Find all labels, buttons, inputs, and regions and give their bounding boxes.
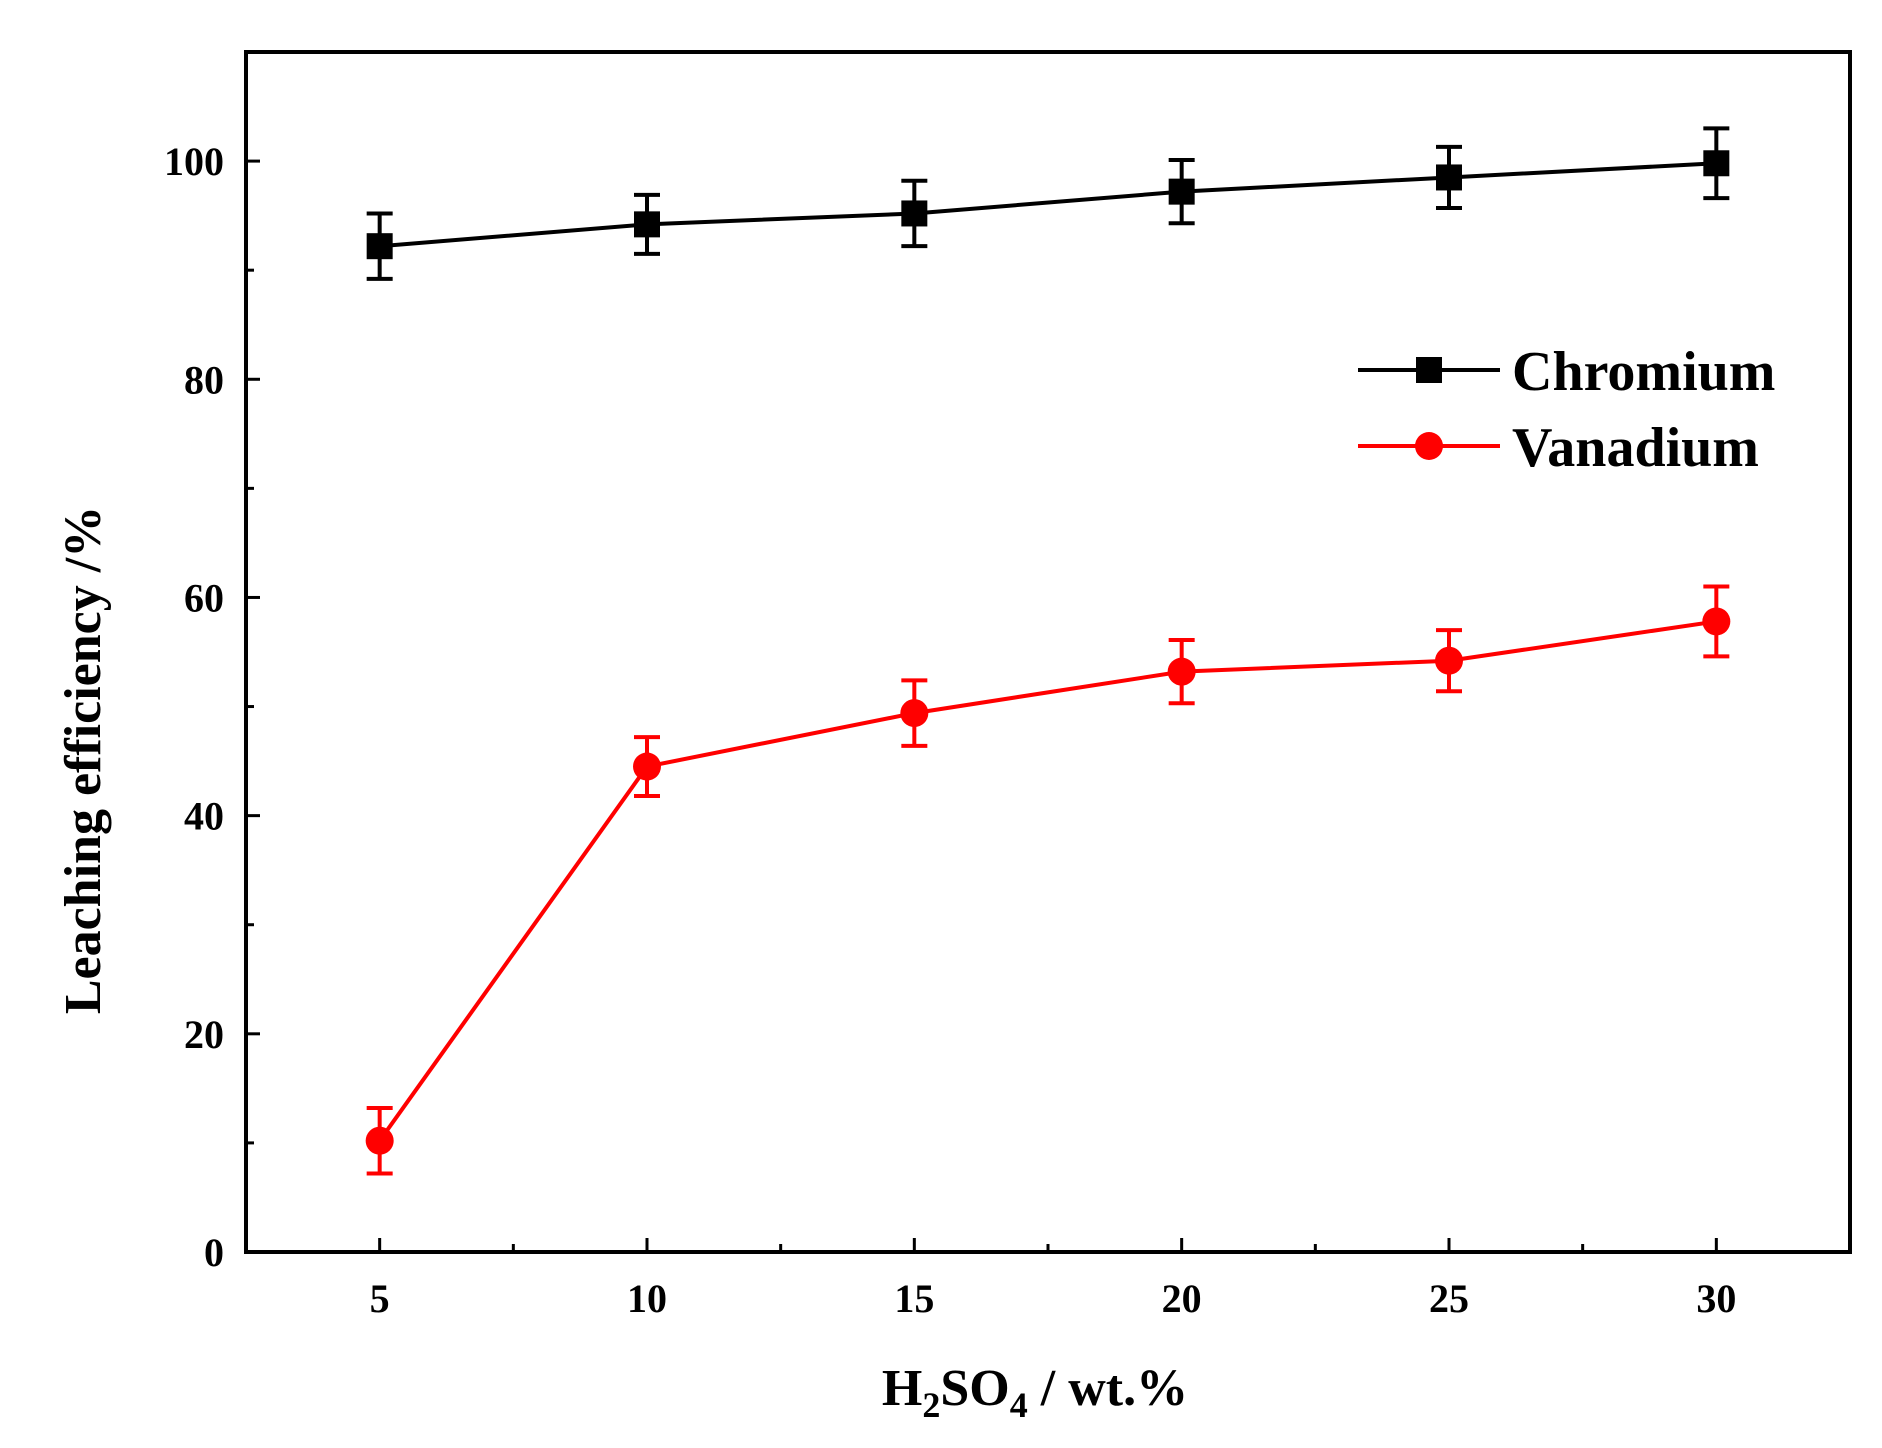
data-point-chromium — [901, 200, 928, 227]
series-vanadium — [365, 584, 1731, 1176]
y-tick-label: 100 — [164, 139, 224, 184]
legend-marker-circle — [1415, 432, 1443, 460]
series-chromium — [366, 126, 1730, 281]
data-point-chromium — [366, 233, 393, 260]
legend-item-chromium: Chromium — [1358, 341, 1775, 403]
x-tick-label: 5 — [370, 1276, 390, 1321]
legend-item-vanadium: Vanadium — [1358, 417, 1759, 479]
x-tick-label: 10 — [627, 1276, 667, 1321]
data-point-chromium — [634, 211, 660, 238]
y-tick-label: 0 — [204, 1230, 224, 1275]
legend-marker-square — [1416, 357, 1442, 383]
data-point-vanadium — [633, 752, 661, 781]
data-point-vanadium — [1702, 607, 1731, 636]
data-point-chromium — [1168, 178, 1195, 205]
y-tick-label: 80 — [184, 357, 224, 402]
x-axis-title-sub1: 2 — [922, 1385, 940, 1425]
x-tick-label: 15 — [894, 1276, 934, 1321]
data-point-vanadium — [900, 699, 929, 728]
y-tick-label: 40 — [184, 794, 224, 839]
legend-label-vanadium: Vanadium — [1512, 417, 1759, 479]
series-layer — [365, 126, 1731, 1176]
y-tick-label: 20 — [184, 1012, 224, 1057]
series-line-chromium — [379, 161, 1717, 249]
x-axis-title-mid: SO — [940, 1360, 1009, 1417]
legend: Chromium Vanadium — [1358, 341, 1775, 479]
x-axis-title: H2SO4 / wt.% — [882, 1360, 1188, 1425]
plot-frame — [244, 50, 1852, 1254]
x-tick-label: 30 — [1696, 1276, 1736, 1321]
data-point-chromium — [1703, 150, 1730, 177]
data-point-vanadium — [1435, 646, 1463, 675]
x-tick-label: 25 — [1429, 1276, 1469, 1321]
x-axis-title-sub2: 4 — [1010, 1385, 1028, 1425]
data-point-chromium — [1436, 164, 1462, 191]
y-axis-title: Leaching efficiency /% — [55, 506, 112, 1014]
y-tick-label: 60 — [184, 575, 224, 620]
data-point-vanadium — [365, 1126, 394, 1155]
legend-label-chromium: Chromium — [1512, 341, 1775, 403]
x-axis-title-tail: / wt.% — [1028, 1360, 1188, 1417]
x-tick-label: 20 — [1162, 1276, 1202, 1321]
data-point-vanadium — [1167, 657, 1196, 686]
series-line-vanadium — [378, 619, 1717, 1142]
x-axis-title-base: H — [882, 1360, 922, 1417]
axes-layer: 5 10 15 20 25 30 0 20 40 60 80 100 — [164, 50, 1852, 1321]
